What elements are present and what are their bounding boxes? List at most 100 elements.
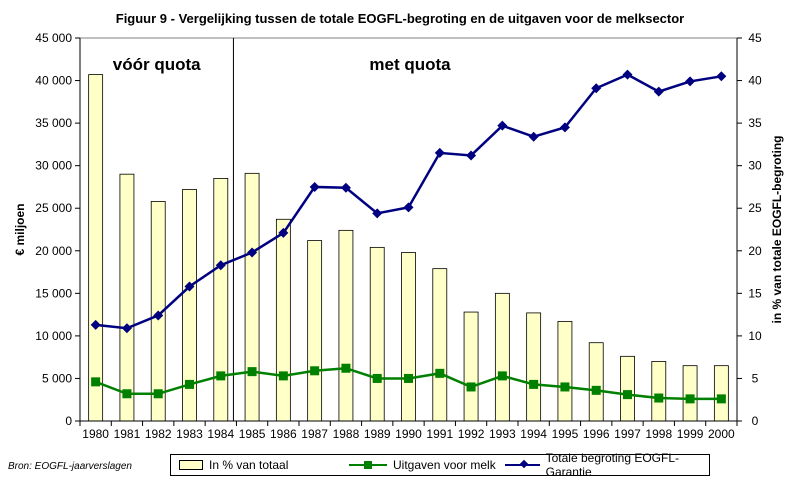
bar-percent: [588, 342, 604, 422]
axis-labels: 0 5 000 10 000 15 000 20 000 25 000 30 000 35 0…: [13, 31, 784, 441]
y-right-tick-label: 5: [752, 371, 759, 385]
y-left-tick-label: 15 000: [35, 286, 72, 300]
point-melk: [91, 377, 101, 387]
x-tick-label: 1995: [552, 427, 579, 441]
annotation-with-quota: met quota: [369, 55, 451, 74]
point-eogfl: [466, 150, 477, 161]
y-right-tick-label: 0: [752, 414, 759, 428]
point-melk: [278, 371, 288, 381]
y-left-tick-label: 35 000: [35, 116, 72, 130]
bar-percent: [494, 292, 510, 422]
bar-percent: [432, 268, 448, 422]
x-tick-label: 1982: [145, 427, 172, 441]
y-left-tick-label: 40 000: [35, 74, 72, 88]
x-tick-label: 1990: [395, 427, 422, 441]
x-tick-label: 1991: [426, 427, 453, 441]
x-tick-label: 1985: [239, 427, 266, 441]
x-tick-label: 1981: [114, 427, 141, 441]
point-eogfl: [340, 182, 351, 193]
point-eogfl: [184, 281, 195, 292]
legend-label-bars: In % van totaal: [209, 458, 289, 472]
y-left-tick-label: 10 000: [35, 329, 72, 343]
bar-percent: [682, 365, 698, 422]
point-eogfl: [591, 83, 602, 94]
point-eogfl: [685, 76, 696, 87]
point-melk: [435, 368, 445, 378]
point-melk: [529, 379, 539, 389]
point-melk: [122, 389, 132, 399]
point-melk: [591, 385, 601, 395]
point-melk: [216, 371, 226, 381]
bar-percent: [651, 361, 667, 422]
x-tick-label: 1980: [82, 427, 109, 441]
legend-label-melk: Uitgaven voor melk: [393, 458, 496, 472]
point-eogfl: [653, 86, 664, 97]
point-eogfl: [528, 131, 539, 142]
chart-title: Figuur 9 - Vergelijking tussen de totale…: [115, 11, 685, 26]
bar-percent: [463, 311, 479, 422]
legend-melk-swatch: [349, 460, 387, 470]
legend-item-melk: Uitgaven voor melk: [349, 458, 496, 472]
source-note: Bron: EOGFL-jaarverslagen: [8, 461, 132, 472]
point-melk: [341, 363, 351, 373]
point-eogfl: [121, 323, 132, 334]
x-tick-label: 1999: [677, 427, 704, 441]
y-left-tick-label: 20 000: [35, 244, 72, 258]
x-tick-label: 2000: [708, 427, 735, 441]
point-eogfl: [309, 181, 320, 192]
lines: [90, 69, 727, 404]
point-melk: [685, 394, 695, 404]
point-melk: [185, 379, 194, 389]
bar-percent: [713, 365, 729, 422]
x-tick-label: 1988: [333, 427, 360, 441]
y-left-tick-label: 5 000: [42, 371, 72, 385]
point-eogfl: [403, 202, 414, 213]
x-tick-label: 1994: [520, 427, 547, 441]
x-tick-label: 1987: [301, 427, 328, 441]
bars-percent: [88, 74, 729, 422]
y-right-tick-label: 20: [748, 244, 762, 258]
y-right-tick-label: 25: [748, 201, 762, 215]
y-right-axis-title: in % van totale EOGFL-begroting: [770, 135, 784, 323]
legend-item-eogfl: Totale begroting EOGFL-Garantie: [505, 451, 709, 479]
x-tick-label: 1984: [207, 427, 234, 441]
legend-eogfl-swatch: [505, 459, 540, 470]
point-eogfl: [90, 319, 101, 330]
bar-percent: [244, 172, 260, 422]
y-right-tick-label: 35: [748, 116, 762, 130]
legend-label-eogfl: Totale begroting EOGFL-Garantie: [545, 451, 680, 479]
point-melk: [310, 366, 320, 376]
annotation-before-quota: vóór quota: [113, 55, 201, 74]
bar-percent: [557, 321, 573, 422]
y-left-tick-label: 45 000: [35, 31, 72, 45]
point-melk: [623, 390, 632, 400]
point-melk: [560, 382, 570, 392]
legend: In % van totaal Uitgaven voor melk Total…: [170, 451, 710, 479]
y-right-tick-label: 30: [748, 159, 762, 173]
x-tick-label: 1989: [364, 427, 391, 441]
point-eogfl: [434, 147, 445, 158]
point-melk: [153, 389, 163, 399]
point-eogfl: [215, 260, 226, 271]
point-melk: [466, 382, 476, 392]
point-eogfl: [372, 208, 383, 219]
x-tick-label: 1997: [614, 427, 641, 441]
bar-percent: [401, 252, 416, 422]
x-tick-label: 1996: [583, 427, 610, 441]
point-eogfl: [497, 120, 508, 131]
x-tick-label: 1986: [270, 427, 297, 441]
bar-percent: [338, 229, 354, 422]
x-tick-label: 1983: [176, 427, 203, 441]
legend-bar-swatch: [179, 460, 203, 470]
point-eogfl: [559, 122, 570, 133]
point-melk: [716, 394, 726, 404]
x-tick-label: 1998: [645, 427, 672, 441]
legend-item-bars: In % van totaal: [179, 458, 288, 472]
point-eogfl: [278, 227, 289, 238]
bar-percent: [88, 74, 104, 422]
point-melk: [497, 371, 507, 381]
x-tick-label: 1992: [458, 427, 485, 441]
y-right-tick-label: 40: [748, 74, 762, 88]
point-melk: [247, 367, 257, 377]
